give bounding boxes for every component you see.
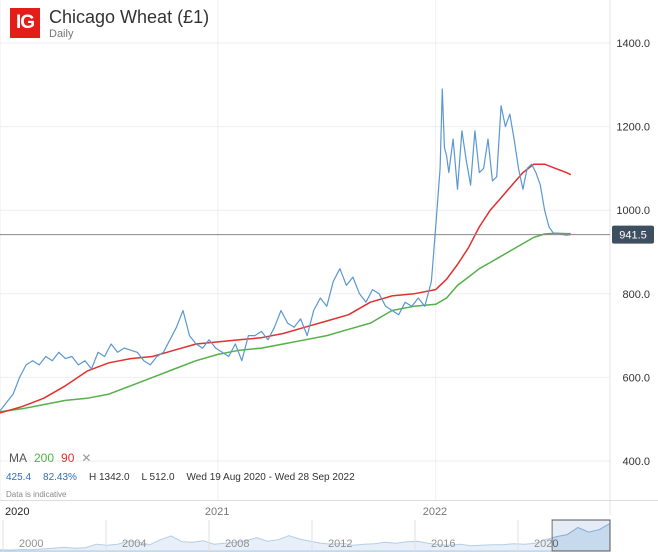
y-tick-label: 1400.0 [616,38,650,50]
chart-title: Chicago Wheat (£1) [49,7,210,27]
ma-label: MA [9,451,27,465]
last-price-label: 941.5 [619,230,647,242]
navigator-area [0,522,611,552]
y-tick-label: 600.0 [622,372,650,384]
navigator-label: 2000 [19,538,43,550]
remove-ma-icon[interactable]: ✕ [81,451,92,465]
ma-90-line [0,163,572,414]
price-line [0,88,571,412]
navigator-label: 2016 [431,538,455,550]
navigator-selection[interactable] [551,519,611,552]
y-tick-labels: 400.0 600.0 800.0 1000.0 1200.0 1400.0 [616,38,650,468]
date-range: Wed 19 Aug 2020 - Wed 28 Sep 2022 [186,472,355,483]
navigator-label: 2004 [122,538,146,550]
grid [0,0,658,515]
ma-90-label[interactable]: 90 [61,451,75,465]
ma-200-label[interactable]: 200 [34,451,55,465]
change-value: 425.4 [6,472,32,483]
x-tick-label: 2020 [5,506,29,518]
x-tick-label: 2022 [423,506,447,518]
navigator-label: 2008 [225,538,249,550]
navigator-mask [0,520,552,551]
y-tick-label: 800.0 [622,289,650,301]
x-tick-label: 2021 [205,506,229,518]
navigator-label: 2012 [328,538,352,550]
navigator[interactable]: 200020042008201220162020 [0,519,611,552]
last-price-marker: 941.5 [0,225,654,244]
low-value: L 512.0 [141,472,175,483]
ma-legend: MA 200 90 ✕ [9,451,98,465]
ig-logo: IG [10,8,40,38]
y-tick-label: 400.0 [622,456,650,468]
high-value: H 1342.0 [88,472,130,483]
chart-interval: Daily [49,28,74,40]
change-percent: 82.43% [43,472,77,483]
last-price-badge [612,225,654,244]
stats-bar: 425.4 82.43% H 1342.0 L 512.0 Wed 19 Aug 202… [6,472,367,483]
series-layer [0,88,572,414]
x-tick-labels: 2020 2021 2022 [5,506,447,518]
y-tick-label: 1000.0 [616,205,650,217]
ma-200-line [0,232,571,413]
data-disclaimer: Data is indicative [6,490,67,499]
y-tick-label: 1200.0 [616,122,650,134]
